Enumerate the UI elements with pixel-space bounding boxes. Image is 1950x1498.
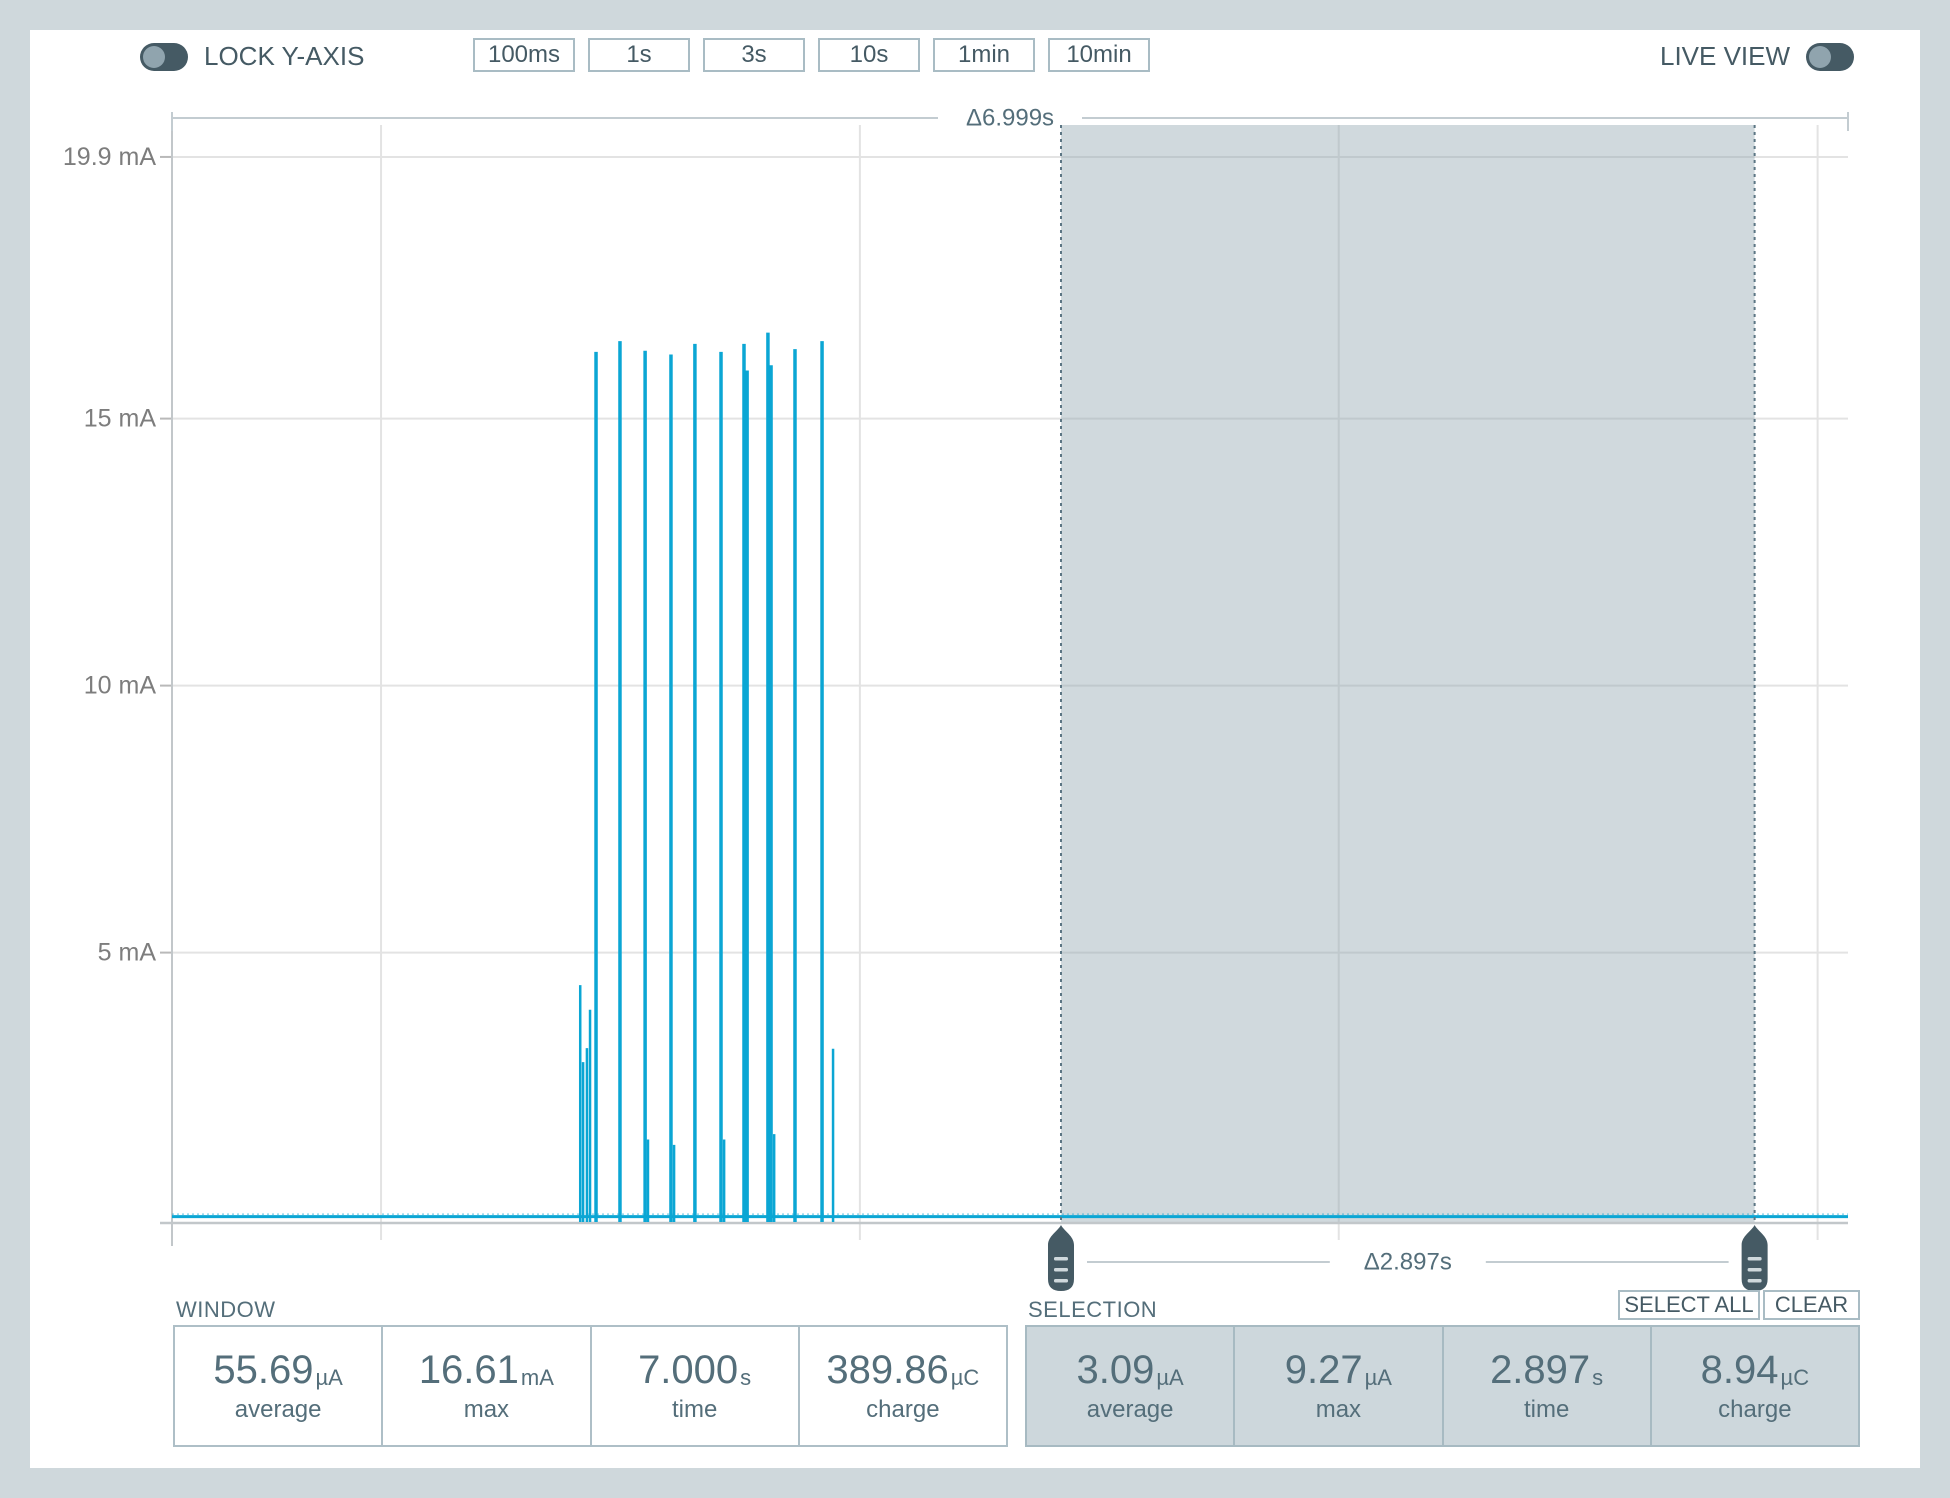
selection-stat-charge: 8.94 µC charge [1652,1327,1858,1445]
handle-grip-line [1053,1268,1068,1272]
window-charge-value: 389.86 [826,1348,949,1392]
window-time-value: 7.000 [638,1348,739,1392]
window-time-unit: s [740,1365,752,1390]
selection-region[interactable] [1060,125,1755,1223]
y-axis-label: 5 mA [98,939,157,967]
window-average-unit: µA [315,1365,343,1390]
zoom-10s-button[interactable]: 10s [818,38,920,72]
y-axis-label: 10 mA [84,672,157,700]
zoom-1s-button[interactable]: 1s [588,38,690,72]
window-time-label: time [671,1396,718,1423]
selection-handle-left[interactable] [1047,1225,1074,1291]
y-axis-label: 19.9 mA [63,143,156,171]
selection-stat-max: 9.27 µA max [1235,1327,1444,1445]
window-charge-label: charge [866,1396,940,1423]
handle-grip-line [1053,1257,1068,1261]
selection-max-value: 9.27 [1284,1348,1363,1392]
window-stat-max: 16.61 mA max [383,1327,592,1445]
live-view-label: LIVE VIEW [1660,41,1791,71]
selection-charge-value: 8.94 [1700,1348,1779,1392]
selection-stat-time: 2.897 s time [1444,1327,1652,1445]
selection-time-value: 2.897 [1490,1348,1591,1392]
profiler-card [30,30,1920,1468]
selection-time-label: time [1523,1396,1570,1423]
selection-time-unit: s [1592,1365,1604,1390]
live-view-toggle[interactable] [1806,42,1855,71]
window-stat-average: 55.69 µA average [175,1327,384,1445]
selection-actions: SELECT ALL CLEAR [1618,1290,1860,1320]
y-axis-label: 15 mA [84,405,157,433]
window-average-value: 55.69 [213,1348,314,1392]
selection-max-unit: µA [1364,1365,1392,1390]
window-stat-charge: 389.86 µC charge [800,1327,1006,1445]
handle-grip-line [1053,1279,1068,1283]
power-chart[interactable]: 19.9 mA 15 mA 10 mA 5 mA Δ6.999s Δ2.897s [0,0,1950,1310]
zoom-window-buttons: 100ms 1s 3s 10s 1min 10min [473,38,1150,72]
lock-y-axis-label: LOCK Y-AXIS [204,41,365,71]
selection-charge-unit: µC [1780,1365,1810,1390]
window-average-label: average [234,1396,322,1423]
zoom-3s-button[interactable]: 3s [703,38,805,72]
selection-delta-label: Δ2.897s [1364,1249,1452,1276]
select-all-button[interactable]: SELECT ALL [1618,1290,1760,1320]
handle-grip-line [1747,1279,1762,1283]
zoom-10min-button[interactable]: 10min [1048,38,1150,72]
window-section-label: WINDOW [176,1297,276,1322]
lock-y-axis-control: LOCK Y-AXIS [140,41,364,72]
selection-charge-label: charge [1718,1396,1792,1423]
selection-stat-average: 3.09 µA average [1027,1327,1236,1445]
selection-average-value: 3.09 [1076,1348,1155,1392]
window-stat-time: 7.000 s time [592,1327,800,1445]
window-stats-panel: 55.69 µA average 16.61 mA max 7.000 s time … [173,1325,1008,1447]
window-charge-unit: µC [950,1365,980,1390]
zoom-1min-button[interactable]: 1min [933,38,1035,72]
zoom-100ms-button[interactable]: 100ms [473,38,575,72]
selection-average-label: average [1086,1396,1174,1423]
window-max-unit: mA [520,1365,554,1390]
clear-button[interactable]: CLEAR [1763,1290,1860,1320]
selection-handle-right[interactable] [1741,1225,1768,1291]
handle-grip-line [1747,1268,1762,1272]
selection-section-label: SELECTION [1028,1297,1158,1322]
window-max-label: max [463,1396,510,1423]
live-view-control: LIVE VIEW [1660,41,1855,72]
selection-average-unit: µA [1156,1365,1184,1390]
window-delta-label: Δ6.999s [966,105,1054,132]
handle-grip-line [1747,1257,1762,1261]
lock-y-axis-toggle[interactable] [140,42,188,71]
selection-stats-panel: 3.09 µA average 9.27 µA max 2.897 s time 8.… [1025,1325,1860,1447]
selection-max-label: max [1315,1396,1362,1423]
window-max-value: 16.61 [418,1348,519,1392]
